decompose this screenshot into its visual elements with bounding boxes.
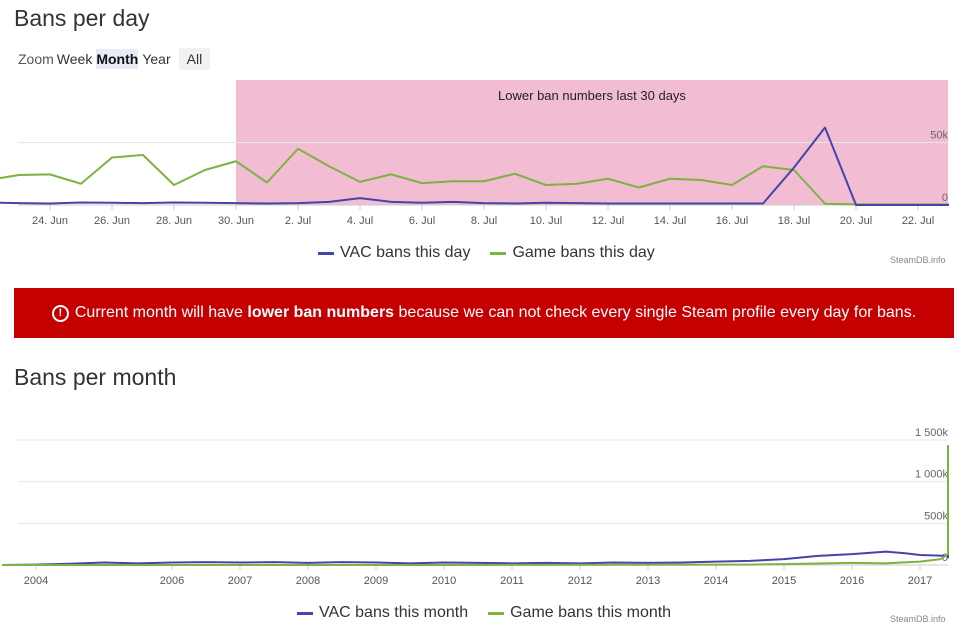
bans-per-month-chart: 0 500k 1 000k 1 500k 2004 2006 2007 2008 2009 201… xyxy=(1,427,949,587)
x-tick-label: 2008 xyxy=(296,575,320,587)
alert-circle-icon: ! xyxy=(51,304,69,322)
x-tick-label: 2. Jul xyxy=(285,215,311,227)
steamdb-credit[interactable]: SteamDB.info xyxy=(890,614,946,624)
vac-bans-day-line xyxy=(0,126,949,206)
zoom-label: Zoom xyxy=(18,51,54,67)
month-legend: VAC bans this month Game bans this month xyxy=(297,604,691,622)
x-tick-label: 6. Jul xyxy=(409,215,435,227)
day-legend: VAC bans this day Game bans this day xyxy=(318,244,675,262)
y-tick-label: 0 xyxy=(942,192,948,204)
y-tick-label: 1 000k xyxy=(915,469,949,481)
x-tick-label: 24. Jun xyxy=(32,215,68,227)
zoom-bar: Zoom Week Month Year All xyxy=(18,48,214,70)
game-swatch xyxy=(488,611,505,615)
legend-label: VAC bans this day xyxy=(340,244,471,261)
bans-per-day-title: Bans per day xyxy=(14,5,150,31)
zoom-month-button[interactable]: Month xyxy=(96,49,139,69)
alert-prefix: Current month will have xyxy=(74,304,248,321)
legend-game-bans-month[interactable]: Game bans this month xyxy=(488,604,671,622)
band-label: Lower ban numbers last 30 days xyxy=(498,88,686,103)
zoom-year-button[interactable]: Year xyxy=(142,51,171,67)
x-tick-label: 2006 xyxy=(160,575,184,587)
x-tick-label: 14. Jul xyxy=(654,215,686,227)
x-tick-label: 10. Jul xyxy=(530,215,562,227)
alert-banner: ! Current month will have lower ban numb… xyxy=(14,288,954,338)
x-tick-label: 28. Jun xyxy=(156,215,192,227)
vac-bans-month-line xyxy=(1,547,949,566)
vac-swatch xyxy=(297,611,313,615)
zoom-all-button[interactable]: All xyxy=(178,48,211,70)
x-tick-label: 18. Jul xyxy=(778,215,810,227)
legend-vac-bans-day[interactable]: VAC bans this day xyxy=(318,244,470,262)
y-tick-label: 50k xyxy=(930,130,948,142)
bans-per-day-chart: Lower ban numbers last 30 days 0 50k 24. Ju… xyxy=(0,80,949,227)
y-tick-label: 0 xyxy=(942,552,948,564)
alert-bold-text: lower ban numbers xyxy=(247,304,395,321)
y-tick-label: 1 500k xyxy=(915,427,949,439)
zoom-week-button[interactable]: Week xyxy=(56,51,93,67)
y-tick-label: 500k xyxy=(924,510,948,522)
steamdb-credit[interactable]: SteamDB.info xyxy=(890,255,946,265)
x-tick-label: 8. Jul xyxy=(471,215,497,227)
x-tick-label: 12. Jul xyxy=(592,215,624,227)
x-tick-label: 2009 xyxy=(364,575,388,587)
x-tick-label: 2011 xyxy=(500,575,524,587)
x-tick-label: 22. Jul xyxy=(902,215,934,227)
alert-suffix: because we can not check every single St… xyxy=(394,304,917,321)
game-bans-month-line xyxy=(2,444,949,566)
x-tick-label: 2014 xyxy=(704,575,728,587)
game-swatch xyxy=(490,251,507,255)
x-tick-label: 30. Jun xyxy=(218,215,254,227)
legend-vac-bans-month[interactable]: VAC bans this month xyxy=(297,604,468,622)
x-tick-label: 2013 xyxy=(636,575,660,587)
x-tick-label: 20. Jul xyxy=(840,215,872,227)
game-bans-day-line xyxy=(0,147,949,206)
x-tick-label: 2010 xyxy=(432,575,456,587)
x-tick-label: 26. Jun xyxy=(94,215,130,227)
legend-label: Game bans this day xyxy=(512,244,655,261)
x-tick-label: 2017 xyxy=(908,575,932,587)
x-tick-label: 16. Jul xyxy=(716,215,748,227)
x-tick-label: 2012 xyxy=(568,575,592,587)
legend-label: Game bans this month xyxy=(510,604,672,621)
vac-swatch xyxy=(318,251,334,255)
legend-label: VAC bans this month xyxy=(319,604,469,621)
x-tick-label: 2015 xyxy=(772,575,796,587)
x-tick-label: 2007 xyxy=(228,575,252,587)
legend-game-bans-day[interactable]: Game bans this day xyxy=(490,244,655,262)
alert-text: Current month will have lower ban number… xyxy=(75,304,916,322)
x-tick-label: 4. Jul xyxy=(347,215,373,227)
bans-per-month-title: Bans per month xyxy=(14,364,177,390)
x-tick-label: 2016 xyxy=(840,575,864,587)
x-tick-label: 2004 xyxy=(24,575,48,587)
